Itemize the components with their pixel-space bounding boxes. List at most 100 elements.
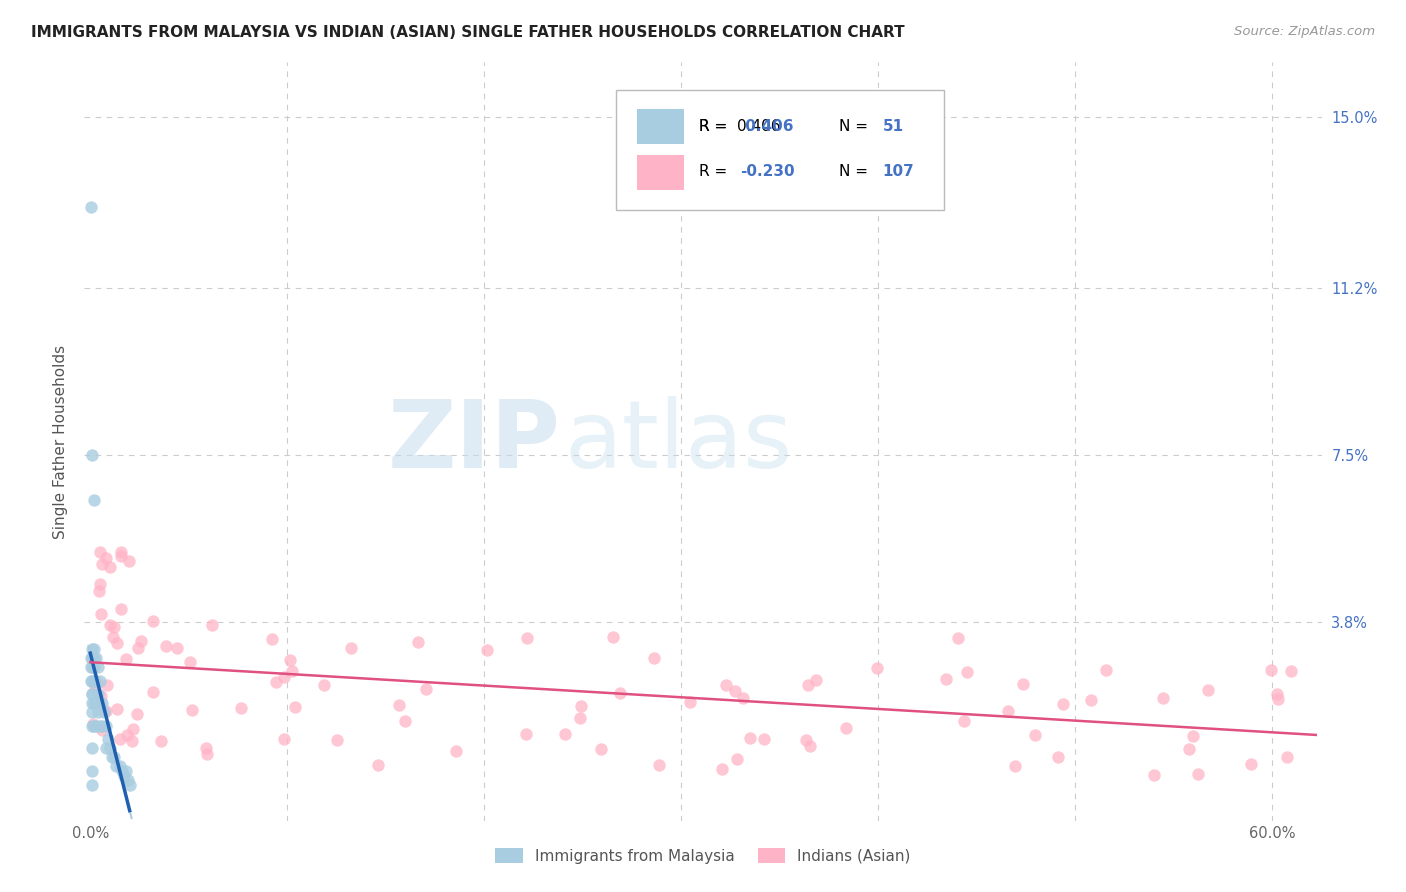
Point [82, 660, 104, 674]
Point [89, 719, 111, 733]
Point [1181, 729, 1204, 743]
Point [340, 641, 363, 656]
Point [91, 696, 114, 710]
Text: 0.406: 0.406 [740, 119, 793, 134]
Point [325, 732, 347, 747]
Point [82, 448, 104, 462]
Point [1046, 749, 1069, 764]
Point [89, 696, 111, 710]
Point [1024, 727, 1046, 741]
Point [1052, 698, 1074, 712]
Point [98, 741, 121, 756]
Point [94, 719, 117, 733]
Point [82, 673, 104, 688]
Point [602, 630, 624, 644]
Bar [637, 110, 685, 145]
Point [953, 714, 976, 729]
Point [103, 750, 125, 764]
Point [82, 687, 104, 701]
Point [1197, 683, 1219, 698]
Point [127, 640, 149, 655]
Point [752, 731, 775, 746]
Point [82, 764, 104, 778]
Point [1080, 693, 1102, 707]
Point [609, 686, 631, 700]
Point [799, 739, 821, 753]
Point [121, 734, 143, 748]
Point [91, 557, 114, 571]
Point [110, 544, 132, 558]
Point [83, 493, 105, 508]
Point [122, 722, 145, 736]
Point [731, 691, 754, 706]
Point [569, 711, 592, 725]
Point [956, 665, 979, 680]
Text: -0.230: -0.230 [740, 164, 794, 179]
Point [415, 681, 437, 696]
Point [83, 673, 105, 688]
Point [93, 706, 115, 720]
Point [571, 699, 593, 714]
Point [367, 758, 389, 772]
Point [278, 652, 301, 666]
Point [115, 728, 138, 742]
Point [104, 759, 127, 773]
FancyBboxPatch shape [616, 90, 945, 211]
Point [83, 719, 105, 733]
Point [711, 762, 734, 776]
Text: 107: 107 [883, 164, 914, 179]
Y-axis label: Single Father Households: Single Father Households [53, 344, 69, 539]
Point [83, 696, 105, 710]
Text: N =: N = [839, 164, 868, 179]
Point [82, 719, 104, 733]
Point [80, 673, 103, 688]
Point [89, 673, 111, 688]
Point [127, 706, 149, 721]
Point [82, 706, 104, 720]
Text: ZIP: ZIP [388, 395, 561, 488]
Text: atlas: atlas [564, 395, 793, 488]
Point [111, 764, 134, 778]
Bar [637, 155, 685, 190]
Point [79, 200, 101, 214]
Point [117, 772, 139, 787]
Text: 51: 51 [883, 119, 904, 134]
Point [80, 651, 103, 665]
Point [166, 640, 188, 655]
Point [84, 696, 107, 710]
Point [201, 618, 224, 632]
Point [114, 764, 136, 778]
Point [797, 678, 820, 692]
Point [83, 675, 105, 690]
Point [181, 703, 204, 717]
Point [1275, 749, 1298, 764]
Point [516, 631, 538, 645]
Text: R =: R = [699, 119, 733, 134]
Point [281, 665, 304, 679]
Point [1260, 663, 1282, 677]
Point [84, 651, 107, 665]
Point [554, 726, 576, 740]
Point [80, 696, 103, 710]
Point [82, 642, 104, 657]
Point [1178, 742, 1201, 756]
Point [82, 778, 104, 792]
Point [118, 778, 141, 792]
Point [90, 689, 112, 703]
Point [89, 545, 111, 559]
Point [946, 631, 969, 645]
Point [150, 734, 173, 748]
Point [229, 700, 252, 714]
Point [82, 741, 104, 756]
Point [94, 550, 117, 565]
Point [110, 732, 132, 747]
Point [394, 714, 416, 728]
Point [794, 733, 817, 747]
Point [1279, 665, 1302, 679]
Point [648, 758, 671, 772]
Point [82, 651, 104, 665]
Text: Source: ZipAtlas.com: Source: ZipAtlas.com [1234, 25, 1375, 38]
Point [1143, 768, 1166, 782]
Point [1187, 767, 1209, 781]
Point [87, 687, 110, 701]
